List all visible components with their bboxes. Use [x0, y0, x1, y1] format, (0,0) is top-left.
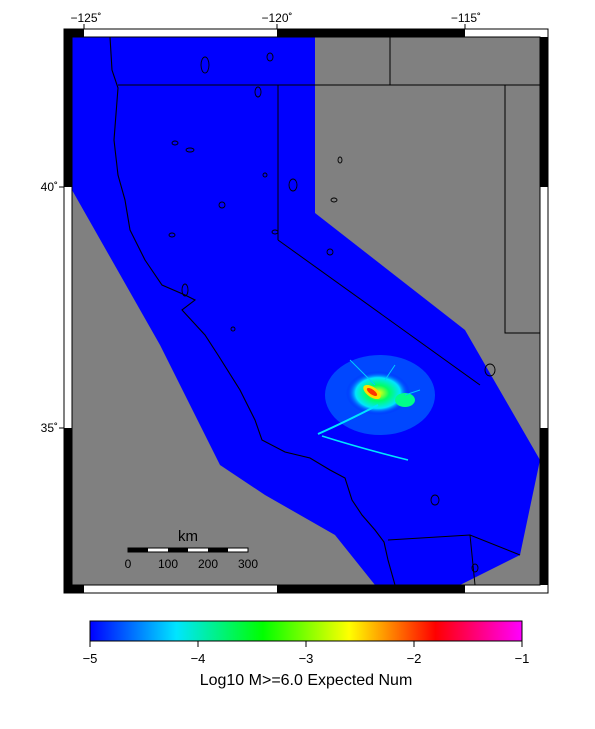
hazard-region — [72, 37, 540, 585]
scale-bar: km 0 100 200 300 — [125, 528, 259, 571]
longitude-label: −120˚ — [261, 11, 292, 25]
latitude-label: 40˚ — [41, 180, 58, 194]
colorbar-tick-label: −4 — [191, 651, 206, 666]
colorbar-tick-label: −1 — [515, 651, 530, 666]
colorbar-title: Log10 M>=6.0 Expected Num — [200, 672, 413, 689]
colorbar-tick-label: −2 — [407, 651, 422, 666]
hazard-hotspot — [317, 355, 435, 461]
scale-bar-label: 200 — [198, 557, 218, 571]
colorbar-ticks — [89, 641, 523, 647]
map-frame-bars — [64, 29, 548, 593]
lakes — [168, 52, 496, 573]
longitude-label: −115˚ — [451, 11, 481, 25]
scale-bar-title: km — [178, 528, 198, 545]
scale-bar-label: 100 — [158, 557, 178, 571]
longitude-label: −125˚ — [70, 11, 101, 25]
scale-bar-label: 300 — [238, 557, 258, 571]
scale-bar-label: 0 — [125, 557, 132, 571]
map-panel-border — [71, 36, 541, 586]
state-borders — [118, 37, 540, 585]
colorbar-tick-label: −3 — [299, 651, 314, 666]
coastline — [109, 37, 396, 585]
colorbar-tick-label: −5 — [83, 651, 98, 666]
latitude-label: 35˚ — [41, 421, 58, 435]
colorbar — [89, 620, 523, 642]
graticule-ticks — [59, 24, 466, 429]
